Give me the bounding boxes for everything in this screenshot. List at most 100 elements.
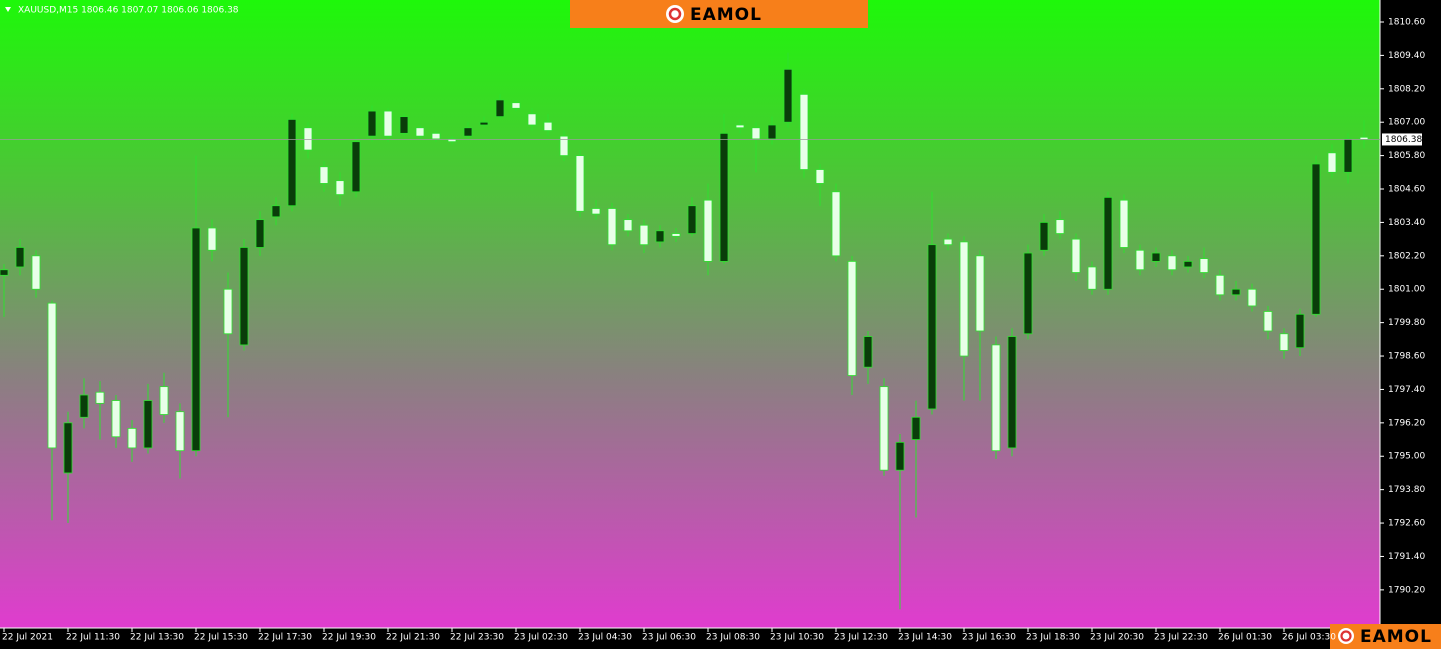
- candle-body: [1039, 222, 1049, 251]
- x-tick-label: 23 Jul 04:30: [578, 633, 632, 643]
- candle-body: [1231, 288, 1241, 296]
- candle-body: [15, 247, 25, 268]
- y-tick-label: 1805.80: [1388, 151, 1425, 161]
- candle-body: [735, 124, 745, 129]
- x-tick-label: 23 Jul 14:30: [898, 633, 952, 643]
- x-tick-label: 22 Jul 21:30: [386, 633, 440, 643]
- candle-body: [671, 233, 681, 237]
- candle-body: [159, 386, 169, 415]
- brand-icon: [1340, 630, 1352, 642]
- candle-body: [1151, 252, 1161, 262]
- brand-text: EAMOL: [690, 5, 762, 25]
- candle-body: [351, 141, 361, 193]
- candles: [0, 52, 1369, 610]
- candle-body: [383, 110, 393, 137]
- last-price-box: [1382, 133, 1422, 146]
- y-tick-label: 1795.00: [1388, 452, 1425, 462]
- candle-body: [1071, 238, 1081, 273]
- candle-body: [783, 68, 793, 123]
- candle-body: [63, 422, 73, 474]
- y-tick-label: 1796.20: [1388, 418, 1425, 428]
- y-tick-label: 1801.00: [1388, 285, 1425, 295]
- candle-body: [863, 336, 873, 368]
- x-tick-label: 23 Jul 16:30: [962, 633, 1016, 643]
- candle-body: [911, 416, 921, 440]
- y-tick-label: 1799.80: [1388, 318, 1425, 328]
- candle-body: [543, 121, 553, 131]
- brand-icon: [666, 5, 684, 23]
- candle-body: [799, 93, 809, 170]
- candle-body: [1215, 274, 1225, 296]
- candle-body: [815, 169, 825, 184]
- candle-body: [191, 227, 201, 452]
- y-tick-label: 1809.40: [1388, 51, 1425, 61]
- x-tick-label: 23 Jul 02:30: [514, 633, 568, 643]
- chart-title: XAUUSD,M15 1806.46 1807.07 1806.06 1806.…: [18, 6, 239, 16]
- candle-body: [303, 127, 313, 151]
- candle-body: [1119, 199, 1129, 248]
- candle-body: [367, 110, 377, 137]
- candle-body: [1295, 313, 1305, 349]
- candle-body: [975, 255, 985, 332]
- candle-body: [1167, 255, 1177, 271]
- candle-body: [767, 124, 777, 140]
- y-tick-label: 1793.80: [1388, 485, 1425, 495]
- x-tick-label: 22 Jul 17:30: [258, 633, 312, 643]
- candle-body: [623, 219, 633, 232]
- candle-body: [319, 166, 329, 184]
- brand-text: EAMOL: [1360, 627, 1432, 647]
- candle-body: [1007, 336, 1017, 449]
- y-tick-label: 1802.20: [1388, 251, 1425, 261]
- x-tick-label: 22 Jul 11:30: [66, 633, 120, 643]
- candle-body: [95, 391, 105, 404]
- candle-body: [1199, 258, 1209, 273]
- y-tick-label: 1791.40: [1388, 552, 1425, 562]
- candle-body: [527, 113, 537, 126]
- y-tick-label: 1790.20: [1388, 585, 1425, 595]
- x-tick-label: 22 Jul 13:30: [130, 633, 184, 643]
- candle-body: [415, 127, 425, 137]
- x-tick-label: 23 Jul 08:30: [706, 633, 760, 643]
- candle-body: [1311, 163, 1321, 315]
- candle-body: [751, 127, 761, 140]
- candle-body: [495, 99, 505, 118]
- last-price-label: 1806.38: [1385, 135, 1422, 145]
- candle-body: [943, 238, 953, 246]
- candle-body: [287, 119, 297, 207]
- candle-body: [687, 205, 697, 234]
- candle-body: [143, 400, 153, 449]
- candle-body: [1247, 288, 1257, 307]
- brand-icon: [1338, 628, 1354, 644]
- collapse-icon: [5, 7, 11, 12]
- plot-area: [0, 0, 1380, 628]
- y-tick-label: 1792.60: [1388, 519, 1425, 529]
- candle-body: [207, 227, 217, 251]
- x-tick-label: 22 Jul 2021: [2, 633, 53, 643]
- candle-body: [239, 247, 249, 346]
- candle-body: [1183, 260, 1193, 268]
- candle-body: [959, 241, 969, 357]
- x-tick-label: 22 Jul 19:30: [322, 633, 376, 643]
- x-tick-label: 23 Jul 12:30: [834, 633, 888, 643]
- y-tick-label: 1804.60: [1388, 185, 1425, 195]
- candle-body: [1279, 333, 1289, 351]
- candle-body: [79, 394, 89, 418]
- candle-body: [575, 155, 585, 212]
- x-tick-label: 23 Jul 10:30: [770, 633, 824, 643]
- candle-body: [1023, 252, 1033, 335]
- candle-body: [0, 269, 9, 276]
- candle-body: [1055, 219, 1065, 234]
- candle-body: [511, 102, 521, 109]
- candle-body: [1343, 138, 1353, 173]
- candle-body: [431, 132, 441, 140]
- x-tick-label: 23 Jul 06:30: [642, 633, 696, 643]
- candle-body: [991, 344, 1001, 452]
- brand-banner: [570, 0, 868, 28]
- y-tick-label: 1798.60: [1388, 352, 1425, 362]
- candle-body: [703, 199, 713, 262]
- candle-body: [1103, 196, 1113, 290]
- candle-body: [879, 386, 889, 471]
- x-tick-label: 22 Jul 15:30: [194, 633, 248, 643]
- y-tick-label: 1803.40: [1388, 218, 1425, 228]
